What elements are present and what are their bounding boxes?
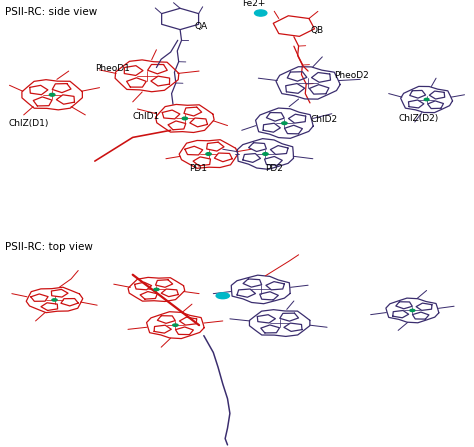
Text: PheoD1: PheoD1 [95,64,130,73]
Circle shape [263,153,268,155]
Text: ChlZ(D1): ChlZ(D1) [8,119,49,128]
Text: ChlD2: ChlD2 [310,115,337,124]
Circle shape [410,309,415,312]
Text: PSII-RC: side view: PSII-RC: side view [5,7,97,17]
Text: ChlD1: ChlD1 [133,112,160,121]
Circle shape [173,324,178,326]
Text: PD1: PD1 [190,164,208,173]
Circle shape [154,288,159,291]
Text: QA: QA [194,21,208,30]
Circle shape [49,93,55,96]
Text: PSII-RC: top view: PSII-RC: top view [5,242,92,252]
Text: PD2: PD2 [265,164,283,173]
Circle shape [282,122,287,125]
Text: QB: QB [310,26,324,35]
Circle shape [255,10,267,16]
Circle shape [216,293,229,299]
Text: Fe2+: Fe2+ [242,0,265,8]
Circle shape [424,98,429,101]
Circle shape [52,299,57,301]
Text: PheoD2: PheoD2 [334,72,369,80]
Circle shape [206,153,211,155]
Circle shape [182,117,188,120]
Text: ChlZ(D2): ChlZ(D2) [398,114,438,123]
